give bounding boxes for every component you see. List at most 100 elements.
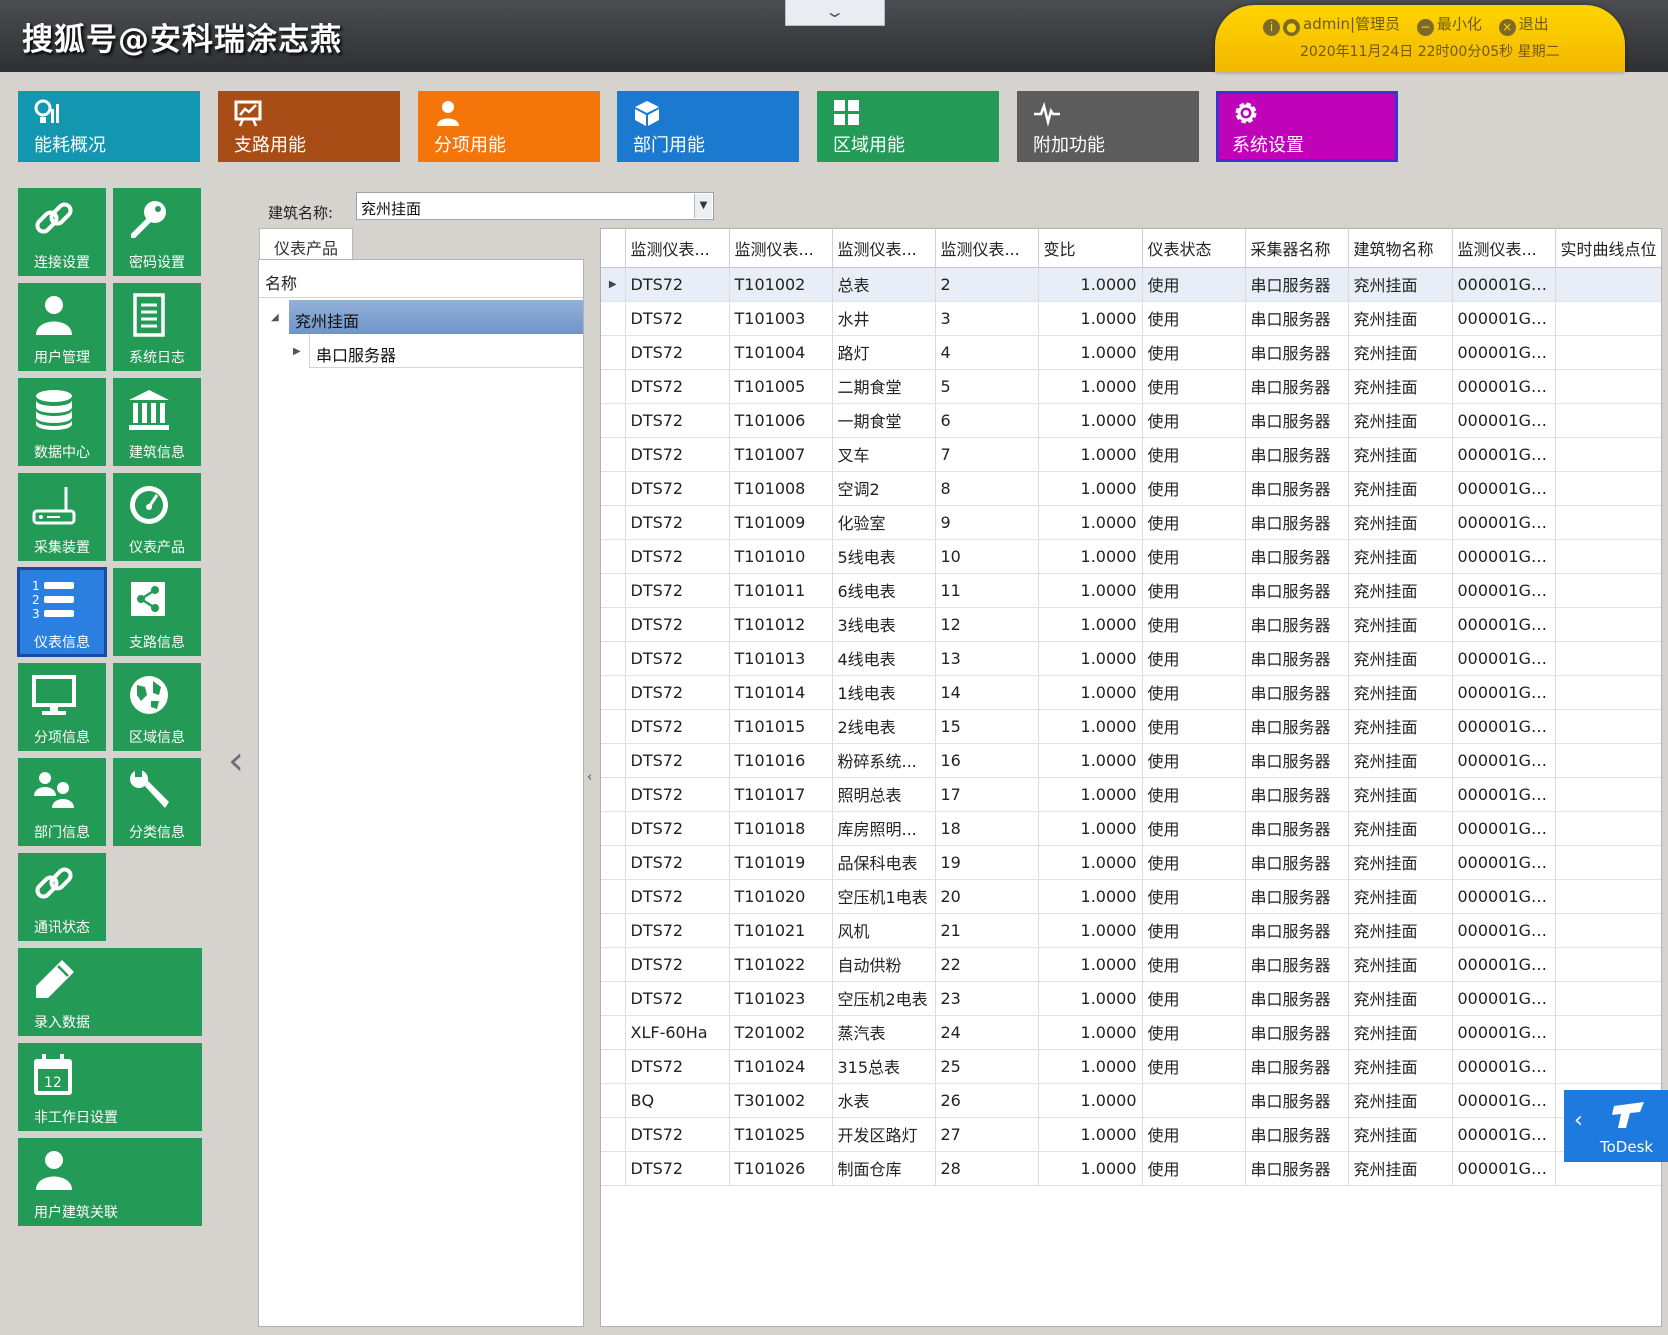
table-cell[interactable]: 串口服务器 xyxy=(1245,913,1349,948)
row-indicator[interactable] xyxy=(601,539,626,574)
table-cell[interactable]: DTS72 xyxy=(625,471,730,506)
table-cell[interactable]: T101026 xyxy=(729,1151,833,1186)
table-cell[interactable]: 开发区路灯 xyxy=(832,1117,936,1152)
table-cell[interactable]: DTS72 xyxy=(625,1151,730,1186)
table-cell[interactable]: 1.0000 xyxy=(1038,1015,1143,1050)
table-row[interactable]: DTS72 T101013 4线电表 13 1.0000 使用 串口服务器 兖州挂面 00000… xyxy=(601,641,1661,676)
table-cell[interactable]: 兖州挂面 xyxy=(1348,505,1453,540)
table-cell[interactable]: 兖州挂面 xyxy=(1348,573,1453,608)
table-cell[interactable]: 串口服务器 xyxy=(1245,403,1349,438)
table-cell[interactable]: 兖州挂面 xyxy=(1348,913,1453,948)
table-cell[interactable]: 制面仓库 xyxy=(832,1151,936,1186)
table-cell[interactable]: 使用 xyxy=(1142,947,1246,982)
side-nav-item-info[interactable]: 分项信息 xyxy=(18,663,106,751)
dropdown-arrow-icon[interactable]: ▼ xyxy=(694,194,712,218)
table-cell[interactable]: 兖州挂面 xyxy=(1348,1015,1453,1050)
table-cell[interactable]: 串口服务器 xyxy=(1245,675,1349,710)
table-cell[interactable]: 串口服务器 xyxy=(1245,811,1349,846)
table-cell[interactable]: 兖州挂面 xyxy=(1348,845,1453,880)
table-cell[interactable]: 1.0000 xyxy=(1038,1151,1143,1186)
table-cell[interactable]: 17 xyxy=(935,777,1039,812)
row-indicator[interactable] xyxy=(601,403,626,438)
table-cell[interactable]: T101006 xyxy=(729,403,833,438)
table-cell[interactable]: 使用 xyxy=(1142,335,1246,370)
table-cell[interactable]: 兖州挂面 xyxy=(1348,981,1453,1016)
table-cell[interactable]: 兖州挂面 xyxy=(1348,1117,1453,1152)
table-cell[interactable]: 13 xyxy=(935,641,1039,676)
table-cell[interactable]: T101017 xyxy=(729,777,833,812)
table-cell[interactable]: 8 xyxy=(935,471,1039,506)
top-nav-area-energy[interactable]: 区域用能 xyxy=(817,91,999,162)
tree-node-building[interactable]: 兖州挂面 xyxy=(289,300,583,334)
row-indicator[interactable] xyxy=(601,505,626,540)
table-cell[interactable]: 使用 xyxy=(1142,743,1246,778)
table-cell[interactable]: 水井 xyxy=(832,301,936,336)
table-row[interactable]: DTS72 T101024 315总表 25 1.0000 使用 串口服务器 兖州挂面 0000… xyxy=(601,1049,1661,1084)
table-cell[interactable]: 1.0000 xyxy=(1038,675,1143,710)
side-nav-password-settings[interactable]: 密码设置 xyxy=(113,188,201,276)
table-cell[interactable]: 串口服务器 xyxy=(1245,369,1349,404)
table-cell[interactable] xyxy=(1142,1083,1246,1118)
table-cell[interactable]: 串口服务器 xyxy=(1245,437,1349,472)
todesk-widget[interactable]: ‹ ToDesk xyxy=(1564,1090,1668,1162)
table-row[interactable]: DTS72 T101010 5线电表 10 1.0000 使用 串口服务器 兖州挂面 00000… xyxy=(601,539,1661,574)
table-cell[interactable]: 1.0000 xyxy=(1038,709,1143,744)
table-row[interactable]: DTS72 T101007 叉车 7 1.0000 使用 串口服务器 兖州挂面 000001G0… xyxy=(601,437,1661,472)
row-indicator[interactable] xyxy=(601,471,626,506)
row-indicator[interactable] xyxy=(601,1015,626,1050)
side-nav-branch-info[interactable]: 支路信息 xyxy=(113,568,201,656)
table-cell[interactable]: 000001G0... xyxy=(1452,369,1556,404)
table-cell[interactable] xyxy=(1555,1015,1661,1050)
table-cell[interactable]: 10 xyxy=(935,539,1039,574)
table-cell[interactable]: DTS72 xyxy=(625,267,730,302)
table-cell[interactable]: DTS72 xyxy=(625,539,730,574)
table-cell[interactable]: DTS72 xyxy=(625,573,730,608)
table-cell[interactable] xyxy=(1555,743,1661,778)
row-indicator[interactable] xyxy=(601,369,626,404)
top-nav-branch-energy[interactable]: 支路用能 xyxy=(218,91,400,162)
row-indicator[interactable] xyxy=(601,913,626,948)
table-cell[interactable]: 使用 xyxy=(1142,539,1246,574)
side-nav-user-building-link[interactable]: 用户建筑关联 xyxy=(18,1138,202,1226)
row-indicator[interactable] xyxy=(601,607,626,642)
table-cell[interactable]: 1.0000 xyxy=(1038,981,1143,1016)
table-cell[interactable]: 000001G0... xyxy=(1452,743,1556,778)
top-nav-energy-overview[interactable]: 能耗概况 xyxy=(18,91,200,162)
collapse-header-button[interactable]: ⌄ xyxy=(785,0,885,26)
table-cell[interactable]: 使用 xyxy=(1142,437,1246,472)
table-cell[interactable]: 24 xyxy=(935,1015,1039,1050)
table-cell[interactable]: 串口服务器 xyxy=(1245,641,1349,676)
tree-collapse-icon[interactable]: ◢ xyxy=(271,312,279,323)
table-cell[interactable]: 1.0000 xyxy=(1038,471,1143,506)
table-cell[interactable]: 使用 xyxy=(1142,1117,1246,1152)
table-cell[interactable]: DTS72 xyxy=(625,1117,730,1152)
table-cell[interactable]: 兖州挂面 xyxy=(1348,471,1453,506)
table-cell[interactable]: 使用 xyxy=(1142,403,1246,438)
table-cell[interactable]: 1.0000 xyxy=(1038,267,1143,302)
table-cell[interactable]: T101019 xyxy=(729,845,833,880)
table-cell[interactable] xyxy=(1555,437,1661,472)
chevron-left-icon[interactable]: ‹ xyxy=(1574,1108,1583,1133)
table-cell[interactable]: 4线电表 xyxy=(832,641,936,676)
table-cell[interactable]: DTS72 xyxy=(625,301,730,336)
table-row[interactable]: DTS72 T101019 品保科电表 19 1.0000 使用 串口服务器 兖州挂面 0000… xyxy=(601,845,1661,880)
table-cell[interactable]: 使用 xyxy=(1142,675,1246,710)
table-cell[interactable]: T101002 xyxy=(729,267,833,302)
table-cell[interactable]: 叉车 xyxy=(832,437,936,472)
table-cell[interactable]: 兖州挂面 xyxy=(1348,811,1453,846)
table-cell[interactable] xyxy=(1555,777,1661,812)
table-row[interactable]: DTS72 T101006 一期食堂 6 1.0000 使用 串口服务器 兖州挂面 000001… xyxy=(601,403,1661,438)
table-cell[interactable] xyxy=(1555,369,1661,404)
table-cell[interactable]: 000001G0... xyxy=(1452,879,1556,914)
row-indicator[interactable] xyxy=(601,879,626,914)
table-cell[interactable]: 使用 xyxy=(1142,811,1246,846)
table-cell[interactable]: DTS72 xyxy=(625,335,730,370)
table-cell[interactable]: 兖州挂面 xyxy=(1348,539,1453,574)
side-nav-building-info[interactable]: 建筑信息 xyxy=(113,378,201,466)
table-cell[interactable] xyxy=(1555,641,1661,676)
table-cell[interactable]: 兖州挂面 xyxy=(1348,301,1453,336)
table-row[interactable]: DTS72 T101015 2线电表 15 1.0000 使用 串口服务器 兖州挂面 00000… xyxy=(601,709,1661,744)
table-cell[interactable]: T101012 xyxy=(729,607,833,642)
row-indicator[interactable] xyxy=(601,709,626,744)
table-cell[interactable]: 000001G0... xyxy=(1452,505,1556,540)
